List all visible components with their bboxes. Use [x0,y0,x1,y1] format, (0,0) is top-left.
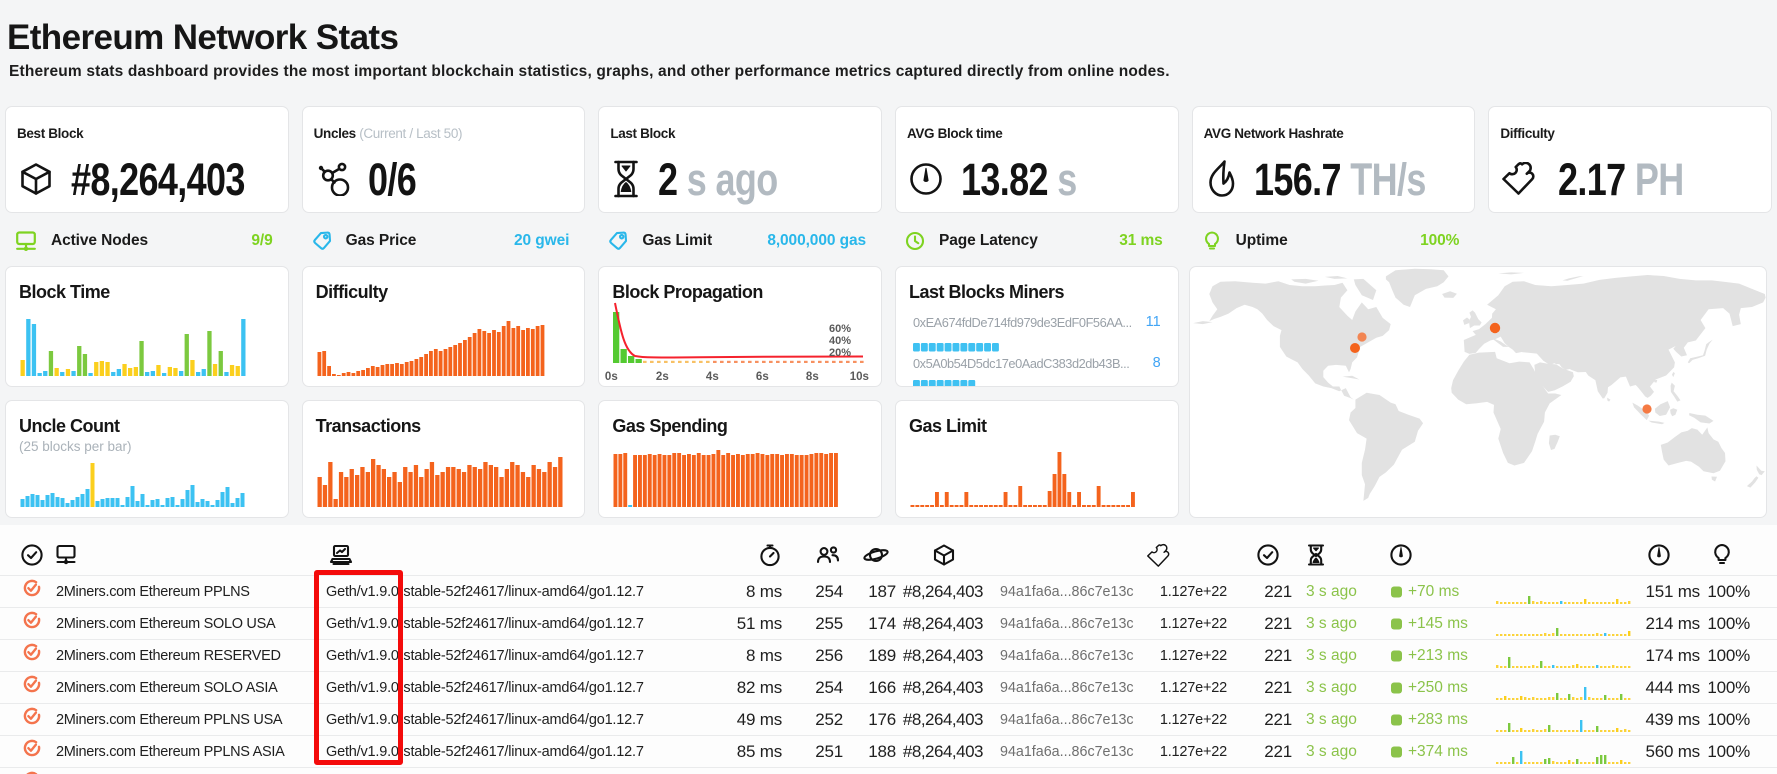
svg-text:40%: 40% [829,335,851,347]
svg-text:20%: 20% [829,347,851,359]
svg-text:60%: 60% [829,323,851,335]
